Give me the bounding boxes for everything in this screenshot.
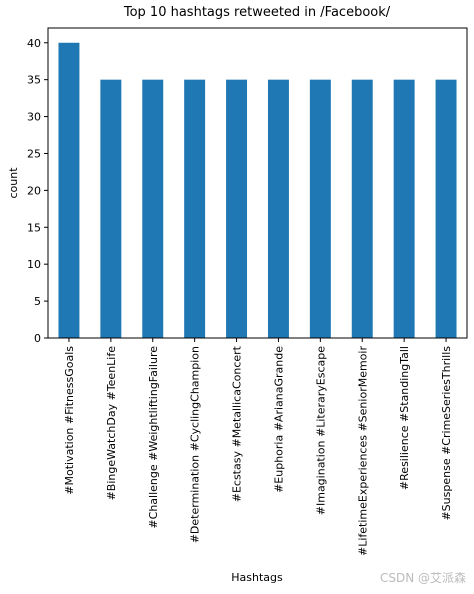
- x-tick-label: #Imagination #LiteraryEscape: [314, 346, 327, 515]
- x-tick-label: #Motivation #FitnessGoals: [63, 346, 76, 495]
- y-tick-label: 15: [27, 221, 41, 234]
- x-tick-label: #Challenge #WeightliftingFailure: [147, 346, 160, 529]
- x-tick-label: #Resilience #StandingTall: [398, 346, 411, 490]
- bar: [309, 79, 331, 339]
- chart-title: Top 10 hashtags retweeted in /Facebook/: [123, 5, 391, 20]
- bar: [58, 42, 80, 339]
- bar: [226, 79, 248, 339]
- bar: [100, 79, 122, 339]
- y-tick-label: 30: [27, 111, 41, 124]
- y-tick-label: 10: [27, 258, 41, 271]
- bar: [267, 79, 289, 339]
- x-tick-label: #BingeWatchDay #TeenLife: [105, 346, 118, 501]
- y-axis-label: count: [7, 167, 20, 199]
- x-tick-label: #Suspense #CrimeSeriesThrills: [440, 346, 453, 521]
- x-tick-label: #Determination #CyclingChampion: [189, 346, 202, 543]
- bar: [351, 79, 373, 339]
- x-tick-label: #LifetimeExperiences #SeniorMemoir: [356, 346, 369, 556]
- y-tick-label: 35: [27, 74, 41, 87]
- y-tick-label: 40: [27, 37, 41, 50]
- y-tick-label: 5: [34, 295, 41, 308]
- y-tick-label: 0: [34, 332, 41, 345]
- y-tick-label: 20: [27, 184, 41, 197]
- x-tick-label: #Ecstasy #MetallicaConcert: [231, 345, 244, 502]
- y-tick-label: 25: [27, 147, 41, 160]
- plot-frame: [47, 27, 468, 339]
- bar: [142, 79, 164, 339]
- bar: [184, 79, 206, 339]
- bar: [393, 79, 415, 339]
- bar: [435, 79, 457, 339]
- watermark: CSDN @艾派森: [380, 570, 466, 585]
- x-axis-label: Hashtags: [231, 571, 283, 584]
- x-tick-label: #Euphoria #ArianaGrande: [272, 346, 285, 493]
